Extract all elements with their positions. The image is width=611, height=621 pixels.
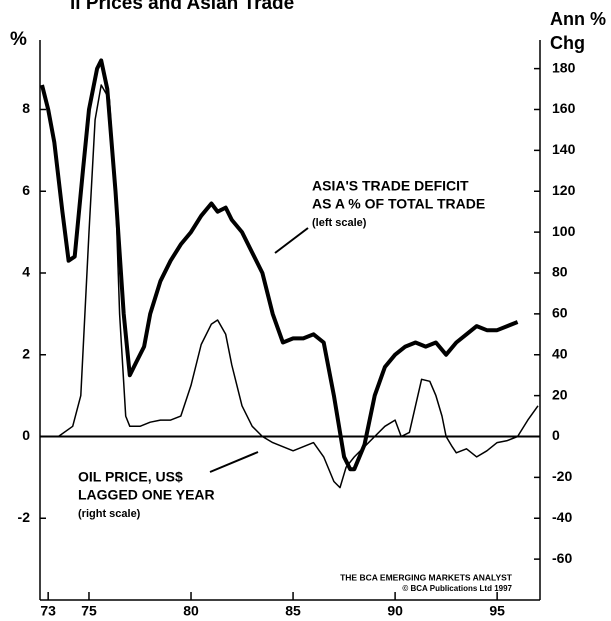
y2-tick-label: 120: [552, 182, 576, 198]
x-tick-label: 80: [183, 603, 199, 619]
y2-tick-label: -20: [552, 468, 572, 484]
y-tick-label: 6: [22, 182, 30, 198]
y-tick-label: 0: [22, 427, 30, 443]
annotation: (left scale): [312, 217, 367, 229]
x-tick-label: 90: [387, 603, 403, 619]
arrow: [274, 227, 309, 254]
annotation: LAGGED ONE YEAR: [78, 487, 215, 503]
y-tick-label: 4: [22, 264, 30, 280]
y2-tick-label: 0: [552, 427, 560, 443]
annotation: ASIA'S TRADE DEFICIT: [312, 178, 469, 194]
source-note: © BCA Publications Ltd 1997: [402, 584, 512, 593]
chart-title: il Prices and Asian Trade: [70, 0, 294, 14]
y2-tick-label: 100: [552, 223, 576, 239]
y2-tick-label: 80: [552, 264, 568, 280]
y2-tick-label: 20: [552, 386, 568, 402]
annotation: AS A % OF TOTAL TRADE: [312, 196, 485, 212]
y2-tick-label: -60: [552, 550, 572, 566]
x-tick-label: 95: [489, 603, 505, 619]
source-note: THE BCA EMERGING MARKETS ANALYST: [340, 572, 513, 582]
x-tick-label: 73: [40, 603, 56, 619]
series-line: [42, 84, 539, 489]
y2-tick-label: 40: [552, 345, 568, 361]
series-line: [40, 58, 519, 472]
arrow: [209, 451, 259, 473]
y-tick-label: 8: [22, 100, 30, 116]
y2-axis-label: Chg: [550, 33, 585, 53]
y2-tick-label: 180: [552, 59, 576, 75]
y2-tick-label: 60: [552, 305, 568, 321]
y-axis-label: %: [10, 29, 27, 50]
x-tick-label: 85: [285, 603, 301, 619]
annotation: OIL PRICE, US$: [78, 469, 183, 485]
y-tick-label: -2: [18, 509, 31, 525]
y2-axis-label: Ann %: [550, 9, 606, 29]
y2-tick-label: 160: [552, 100, 576, 116]
annotation: (right scale): [78, 508, 141, 520]
y2-tick-label: 140: [552, 141, 576, 157]
x-tick-label: 75: [81, 603, 97, 619]
y-tick-label: 2: [22, 345, 30, 361]
y2-tick-label: -40: [552, 509, 572, 525]
